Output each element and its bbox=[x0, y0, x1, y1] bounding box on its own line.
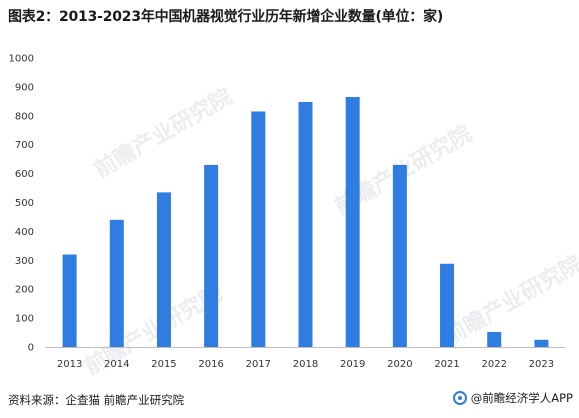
x-axis: 2013 2014 2015 2016 2017 2018 2019 2020 2021 2022… bbox=[57, 359, 554, 370]
brand-credit: @前瞻经济学人APP bbox=[452, 390, 573, 406]
bar-2018 bbox=[298, 101, 313, 347]
watermarks: 前瞻产业研究院 前瞻产业研究院 前瞻产业研究院 前瞻产业研究院 bbox=[80, 84, 579, 381]
x-tick-label: 2023 bbox=[529, 359, 554, 370]
x-tick-label: 2019 bbox=[340, 359, 365, 370]
bar-2017 bbox=[251, 111, 266, 347]
bars bbox=[62, 97, 549, 347]
y-tick-label: 800 bbox=[15, 111, 34, 122]
y-axis: 0 100 200 300 400 500 600 700 800 900 1000 bbox=[9, 54, 34, 354]
bar-2019 bbox=[345, 97, 360, 347]
bar-2013 bbox=[62, 254, 77, 347]
x-tick-label: 2021 bbox=[434, 359, 459, 370]
bar-2022 bbox=[487, 331, 502, 347]
source-note: 资料来源：企查猫 前瞻产业研究院 bbox=[8, 393, 185, 407]
x-tick-label: 2013 bbox=[57, 359, 82, 370]
brand-logo-icon bbox=[452, 391, 467, 405]
chart-title: 图表2：2013-2023年中国机器视觉行业历年新增企业数量(单位：家) bbox=[8, 9, 444, 25]
x-tick-label: 2015 bbox=[151, 359, 176, 370]
bar-2021 bbox=[440, 263, 455, 347]
y-tick-label: 100 bbox=[15, 314, 34, 325]
y-tick-label: 200 bbox=[15, 285, 34, 296]
bar-2015 bbox=[156, 192, 171, 347]
bar-2020 bbox=[392, 164, 407, 347]
x-tick-label: 2020 bbox=[387, 359, 412, 370]
y-tick-label: 500 bbox=[15, 198, 34, 209]
y-tick-label: 600 bbox=[15, 169, 34, 180]
y-tick-label: 300 bbox=[15, 256, 34, 267]
watermark-text: 前瞻产业研究院 bbox=[440, 251, 579, 351]
x-tick-label: 2016 bbox=[198, 359, 223, 370]
x-tick-label: 2022 bbox=[482, 359, 507, 370]
x-tick-label: 2017 bbox=[246, 359, 271, 370]
y-tick-label: 700 bbox=[15, 140, 34, 151]
bar-2014 bbox=[109, 219, 124, 347]
brand-text: @前瞻经济学人APP bbox=[470, 391, 573, 405]
y-tick-label: 1000 bbox=[9, 54, 34, 65]
y-tick-label: 400 bbox=[15, 227, 34, 238]
y-tick-label: 900 bbox=[15, 82, 34, 93]
bar-2023 bbox=[534, 339, 549, 347]
bar-2016 bbox=[204, 164, 219, 347]
x-tick-label: 2018 bbox=[293, 359, 318, 370]
y-tick-label: 0 bbox=[28, 343, 34, 354]
x-tick-label: 2014 bbox=[104, 359, 129, 370]
